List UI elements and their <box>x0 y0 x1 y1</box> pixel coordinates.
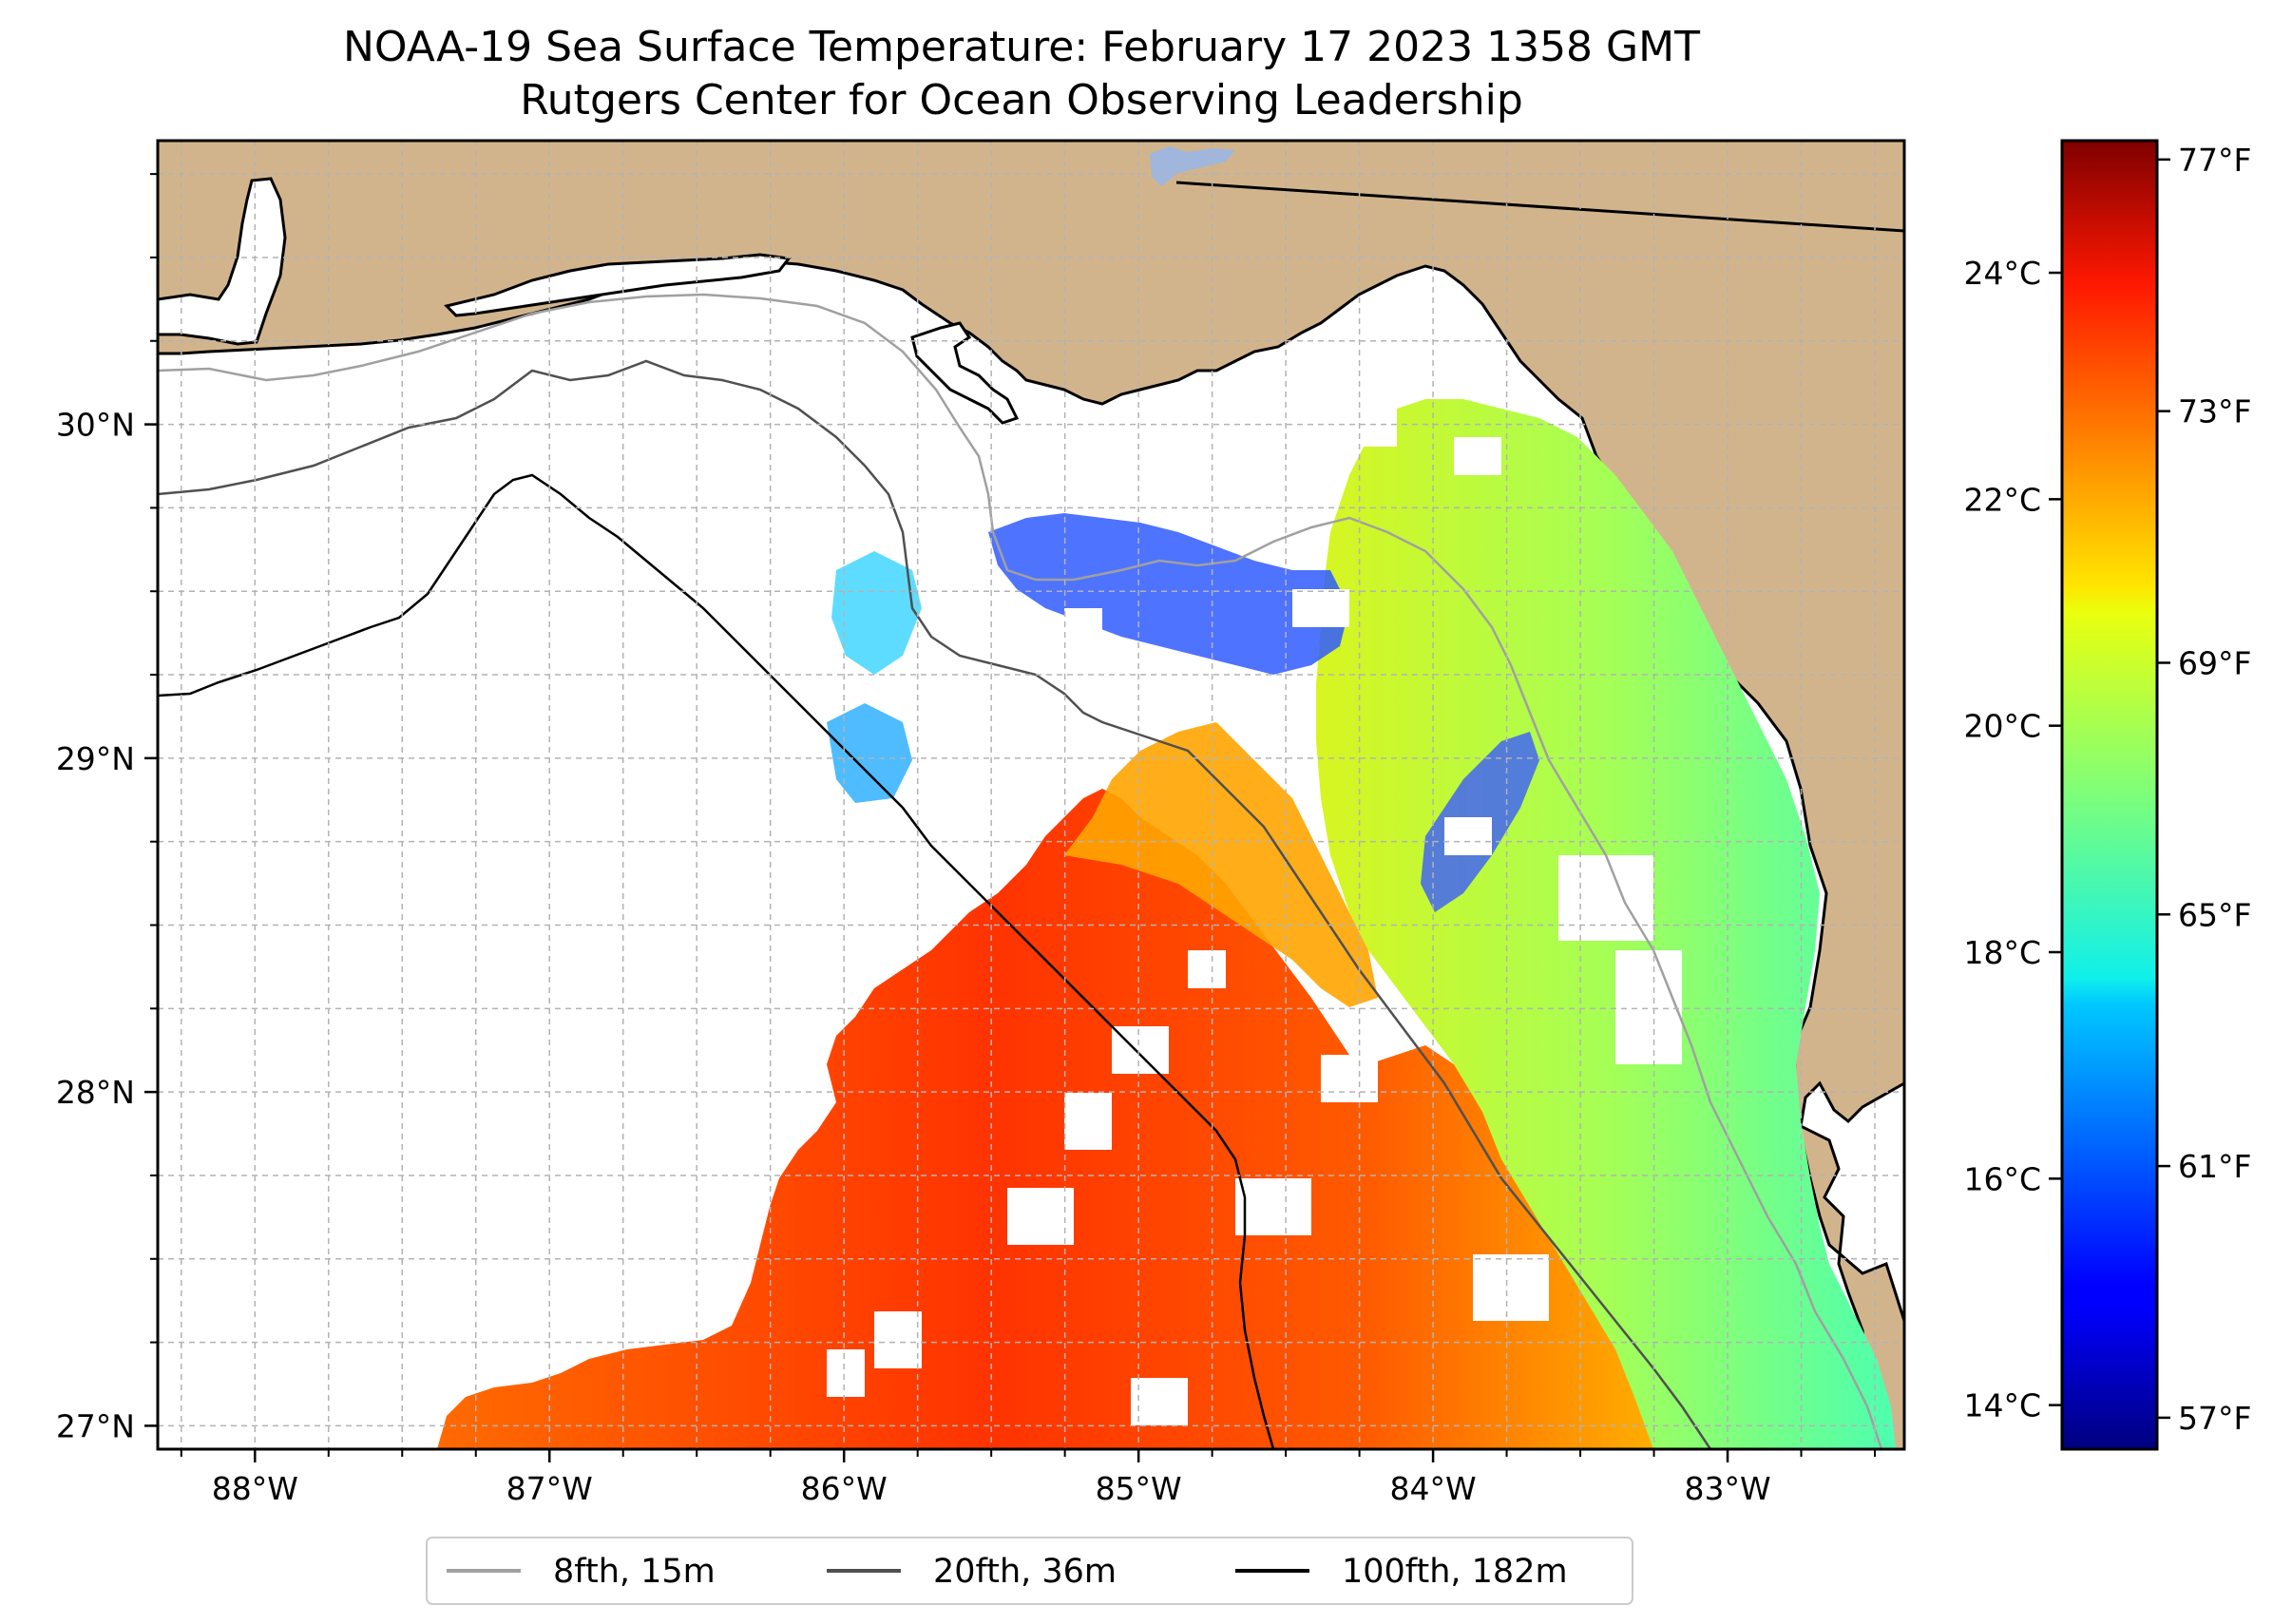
colorbar-c-label: 20°C <box>1963 708 2041 745</box>
sst-cool-nearshore <box>988 513 1349 675</box>
colorbar-f-label: 73°F <box>2178 393 2251 430</box>
lat-tick-label: 28°N <box>56 1074 135 1111</box>
colorbar-c-label: 22°C <box>1963 481 2041 518</box>
colorbar-f-label: 65°F <box>2178 896 2251 933</box>
cloud-mask <box>827 409 1682 1425</box>
legend-box <box>426 1537 1633 1605</box>
legend-label: 8fth, 15m <box>553 1553 716 1591</box>
isobath-36m <box>158 359 1712 1449</box>
lon-tick-label: 85°W <box>1096 1470 1182 1507</box>
lon-tick-label: 84°W <box>1390 1470 1477 1507</box>
bay-inlet-central <box>444 253 792 317</box>
map-axes: 88°W 87°W 86°W 85°W 84°W 83°W 27°N 28°N 29°N 30°N <box>56 173 1877 1507</box>
sst-orange-region <box>1064 722 1378 1007</box>
title-line-1: NOAA-19 Sea Surface Temperature: Februar… <box>343 23 1700 71</box>
colorbar-f-label: 61°F <box>2178 1148 2251 1185</box>
colorbar-c-label: 14°C <box>1963 1387 2041 1424</box>
colorbar-f-label: 69°F <box>2178 644 2251 681</box>
isobath-182m <box>158 473 1275 1449</box>
lon-tick-label: 87°W <box>506 1470 593 1507</box>
bay-inlet-east <box>910 321 1020 425</box>
map-frame <box>156 139 1906 1451</box>
lon-tick-label: 88°W <box>212 1470 298 1507</box>
colorbar: 57°F 61°F 65°F 69°F 73°F 77°F 14°C 16°C 18°C 20°C… <box>1963 139 2251 1451</box>
bay-inlet-west <box>158 177 287 346</box>
isobath-legend: 8fth, 15m 20fth, 36m 100fth, 182m <box>426 1537 1633 1605</box>
legend-label: 20fth, 36m <box>933 1553 1117 1591</box>
lat-tick-label: 27°N <box>56 1407 135 1444</box>
colorbar-c-label: 24°C <box>1963 255 2041 292</box>
colorbar-gradient <box>2060 139 2159 1451</box>
isobath-15m <box>158 293 1883 1449</box>
lon-tick-label: 83°W <box>1684 1470 1770 1507</box>
lat-tick-label: 30°N <box>56 407 135 444</box>
colorbar-ticks: 57°F 61°F 65°F 69°F 73°F 77°F 14°C 16°C 18°C 20°C… <box>1963 142 2251 1437</box>
map-panel <box>156 139 1906 1451</box>
sst-cyan-patch <box>831 551 922 675</box>
state-boundary <box>1175 181 1904 233</box>
colorbar-f-label: 77°F <box>2178 142 2251 179</box>
gridlines <box>158 141 1904 1449</box>
sst-warm-region <box>437 789 1672 1449</box>
colorbar-f-label: 57°F <box>2178 1400 2251 1437</box>
colorbar-c-label: 18°C <box>1963 934 2041 971</box>
lon-tick-label: 86°W <box>801 1470 888 1507</box>
sst-cyan-patch-2 <box>827 703 912 803</box>
inland-lake <box>1150 146 1235 186</box>
isobaths <box>158 293 1883 1449</box>
legend-label: 100fth, 182m <box>1342 1553 1568 1591</box>
colorbar-c-label: 16°C <box>1963 1160 2041 1197</box>
sst-data-layer <box>437 399 1896 1449</box>
lat-tick-label: 29°N <box>56 740 135 777</box>
title-line-2: Rutgers Center for Ocean Observing Leade… <box>520 76 1523 124</box>
